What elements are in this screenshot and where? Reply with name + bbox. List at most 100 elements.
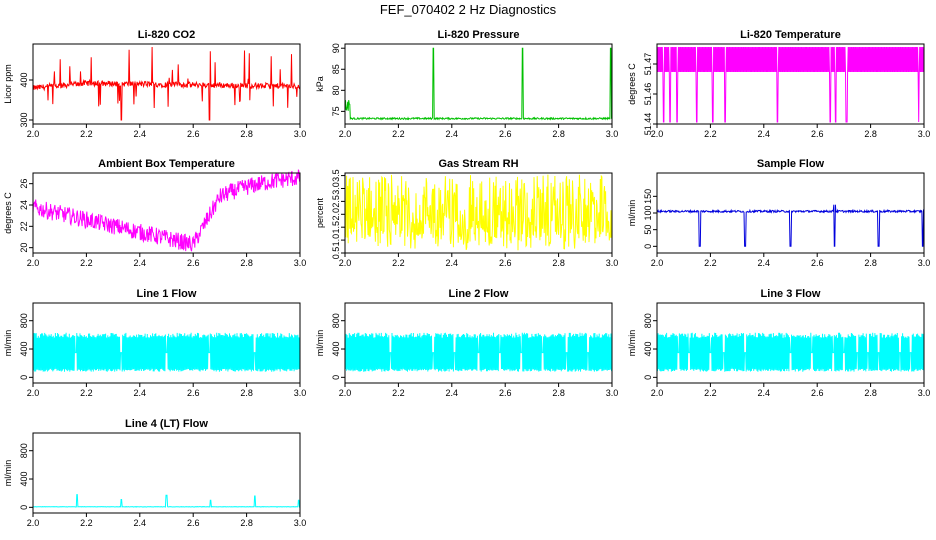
x-tick-label: 2.4 xyxy=(758,129,771,139)
chart-title: Line 4 (LT) Flow xyxy=(125,418,208,430)
chart-title: Gas Stream RH xyxy=(438,158,518,170)
x-tick-label: 2.4 xyxy=(446,388,459,398)
series-line-ambient xyxy=(32,169,301,252)
x-tick-label: 2.0 xyxy=(339,258,352,268)
y-tick-label: 400 xyxy=(19,472,29,487)
x-tick-label: 2.8 xyxy=(240,258,253,268)
y-tick-label: 0 xyxy=(643,375,653,380)
x-tick-label: 2.2 xyxy=(80,258,93,268)
y-axis-label: Licor ppm xyxy=(3,64,13,104)
x-tick-label: 2.8 xyxy=(864,388,877,398)
page-title: FEF_070402 2 Hz Diagnostics xyxy=(379,2,557,17)
x-tick-label: 2.6 xyxy=(187,258,200,268)
y-tick-label: 800 xyxy=(19,313,29,328)
y-tick-label: 0 xyxy=(331,375,341,380)
y-tick-label: 26 xyxy=(19,179,29,189)
x-tick-label: 2.2 xyxy=(392,388,405,398)
y-tick-label: 2.0 xyxy=(331,208,341,221)
x-tick-label: 2.8 xyxy=(552,258,565,268)
series-line-line-4 xyxy=(32,494,301,508)
y-tick-label: 1.5 xyxy=(331,221,341,234)
x-tick-label: 2.6 xyxy=(499,129,512,139)
y-tick-label: 1.0 xyxy=(331,234,341,247)
y-tick-label: 22 xyxy=(19,221,29,231)
y-axis-label: ml/min xyxy=(3,460,13,487)
chart-line4: Line 4 (LT) Flow 2.0 2.2 2.4 2.6 2.8 3.0 0 400 80… xyxy=(3,418,306,528)
x-tick-label: 2.2 xyxy=(80,129,93,139)
x-tick-label: 2.2 xyxy=(704,388,717,398)
series-line-sample-flow xyxy=(656,204,925,247)
chart-title: Sample Flow xyxy=(757,158,825,170)
y-tick-label: 400 xyxy=(331,342,341,357)
y-tick-label: 50 xyxy=(643,225,653,235)
plot-frame xyxy=(32,302,301,384)
y-axis-label: ml/min xyxy=(3,330,13,357)
x-tick-label: 3.0 xyxy=(294,518,307,528)
x-tick-label: 2.6 xyxy=(811,388,824,398)
x-tick-label: 2.4 xyxy=(134,129,147,139)
chart-title: Line 3 Flow xyxy=(761,288,821,300)
x-tick-label: 2.2 xyxy=(392,129,405,139)
y-tick-label: 800 xyxy=(19,443,29,458)
x-tick-label: 3.0 xyxy=(606,388,619,398)
x-tick-label: 2.6 xyxy=(499,258,512,268)
chart-line3: Line 3 Flow 2.0 2.2 2.4 2.6 2.8 3.0 0 400 800 ml/m… xyxy=(627,288,930,398)
x-tick-label: 2.4 xyxy=(446,258,459,268)
x-tick-label: 2.8 xyxy=(240,518,253,528)
x-tick-label: 2.4 xyxy=(758,388,771,398)
plot-frame xyxy=(32,432,301,514)
x-tick-label: 3.0 xyxy=(918,388,931,398)
chart-temperature: Li-820 Temperature 2.0 2.2 2.4 2.6 2.8 3.0 51.4… xyxy=(627,29,930,139)
chart-line1: Line 1 Flow 2.0 2.2 2.4 2.6 2.8 3.0 0 400 800 ml/m… xyxy=(3,288,306,398)
plot-frame xyxy=(32,43,301,125)
x-tick-label: 2.0 xyxy=(27,129,40,139)
x-tick-label: 2.8 xyxy=(240,388,253,398)
x-tick-label: 2.2 xyxy=(80,388,93,398)
x-tick-label: 2.8 xyxy=(864,129,877,139)
x-tick-label: 2.0 xyxy=(651,258,664,268)
plot-frame xyxy=(344,43,613,125)
plot-frame xyxy=(344,302,613,384)
x-tick-label: 2.4 xyxy=(758,258,771,268)
x-tick-label: 3.0 xyxy=(294,129,307,139)
x-tick-label: 3.0 xyxy=(918,129,931,139)
x-tick-label: 2.0 xyxy=(27,518,40,528)
series-line-co2 xyxy=(32,46,301,121)
x-tick-label: 2.6 xyxy=(187,129,200,139)
chart-line2: Line 2 Flow 2.0 2.2 2.4 2.6 2.8 3.0 0 400 800 ml/m… xyxy=(315,288,618,398)
y-tick-label: 100 xyxy=(643,205,653,220)
x-tick-label: 2.4 xyxy=(134,518,147,528)
x-tick-label: 2.8 xyxy=(552,388,565,398)
chart-title: Li-820 Temperature xyxy=(740,29,841,41)
y-tick-label: 51.47 xyxy=(643,53,653,76)
x-tick-label: 3.0 xyxy=(294,258,307,268)
x-tick-label: 2.4 xyxy=(446,129,459,139)
plot-frame xyxy=(656,43,925,125)
x-tick-label: 2.4 xyxy=(134,258,147,268)
series-line-line-3 xyxy=(656,332,925,372)
chart-ambient: Ambient Box Temperature 2.0 2.2 2.4 2.6 2.8 3.… xyxy=(3,158,306,268)
series-line-line-2 xyxy=(344,332,613,372)
y-axis-label: ml/min xyxy=(315,330,325,357)
y-tick-label: 0.5 xyxy=(331,247,341,260)
y-tick-label: 80 xyxy=(331,85,341,95)
y-tick-label: 800 xyxy=(643,313,653,328)
chart-co2: Li-820 CO2 2.0 2.2 2.4 2.6 2.8 3.0 300 400 Licor … xyxy=(3,29,306,139)
x-tick-label: 3.0 xyxy=(606,258,619,268)
y-tick-label: 85 xyxy=(331,64,341,74)
y-tick-label: 300 xyxy=(19,112,29,127)
x-tick-label: 2.6 xyxy=(187,518,200,528)
chart-title: Ambient Box Temperature xyxy=(98,158,235,170)
x-tick-label: 2.6 xyxy=(187,388,200,398)
y-tick-label: 90 xyxy=(331,43,341,53)
chart-title: Li-820 CO2 xyxy=(138,29,195,41)
plot-frame xyxy=(656,302,925,384)
x-tick-label: 2.4 xyxy=(134,388,147,398)
y-tick-label: 400 xyxy=(19,72,29,87)
y-axis-label: kPa xyxy=(315,76,325,92)
chart-title: Line 2 Flow xyxy=(449,288,509,300)
y-tick-label: 3.5 xyxy=(331,169,341,182)
x-tick-label: 2.2 xyxy=(704,258,717,268)
x-tick-label: 3.0 xyxy=(294,388,307,398)
